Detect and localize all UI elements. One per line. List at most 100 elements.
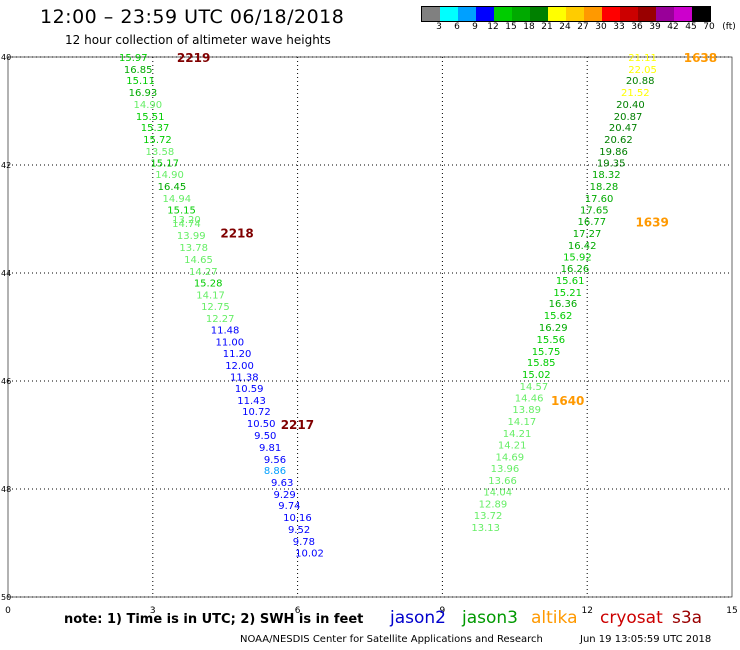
colorbar-cell xyxy=(476,7,494,21)
colorbar-cell xyxy=(494,7,512,21)
wave-height-value: 12.27 xyxy=(206,314,235,325)
wave-height-value: 11.43 xyxy=(237,396,266,407)
wave-height-value: 14.21 xyxy=(498,441,527,452)
wave-height-value: 14.94 xyxy=(162,194,191,205)
colorbar-cell xyxy=(674,7,692,21)
wave-height-value: 16.45 xyxy=(158,182,187,193)
wave-height-value: 14.74 xyxy=(172,219,201,230)
wave-height-value: 9.52 xyxy=(288,525,310,536)
colorbar-cell xyxy=(692,7,710,21)
page-title: 12:00 – 23:59 UTC 06/18/2018 xyxy=(40,6,345,28)
y-tick-label: 42 xyxy=(1,161,11,170)
colorbar-label: 39 xyxy=(649,22,661,32)
wave-height-value: 15.15 xyxy=(167,205,196,216)
wave-height-value: 18.32 xyxy=(592,170,621,181)
colorbar-label: 9 xyxy=(472,22,478,32)
wave-height-value: 10.72 xyxy=(242,407,271,418)
wave-height-value: 10.02 xyxy=(295,549,324,560)
colorbar-label: 12 xyxy=(487,22,499,32)
footnote: note: 1) Time is in UTC; 2) SWH is in fe… xyxy=(64,612,364,627)
wave-height-value: 20.40 xyxy=(616,100,645,111)
x-tick-label: 3 xyxy=(150,606,156,616)
legend-item-altika: altika xyxy=(531,608,578,628)
x-tick-label: 9 xyxy=(440,606,446,616)
x-tick-label: 15 xyxy=(726,606,737,616)
wave-height-value: 14.69 xyxy=(495,453,524,464)
y-tick-label: 40 xyxy=(1,53,11,62)
wave-height-value: 16.77 xyxy=(578,217,607,228)
wave-height-value: 14.17 xyxy=(508,417,537,428)
wave-height-value: 9.63 xyxy=(271,478,293,489)
wave-height-value: 15.56 xyxy=(537,335,566,346)
colorbar-cell xyxy=(458,7,476,21)
wave-height-value: 17.27 xyxy=(573,229,602,240)
wave-height-value: 17.65 xyxy=(580,205,609,216)
wave-height-value: 13.72 xyxy=(474,511,503,522)
wave-height-value: 10.16 xyxy=(283,513,312,524)
wave-height-value: 16.42 xyxy=(568,241,597,252)
colorbar-cell xyxy=(566,7,584,21)
wave-height-value: 15.61 xyxy=(556,276,585,287)
pass-time-label: 1639 xyxy=(635,216,668,230)
wave-height-value: 15.17 xyxy=(150,158,179,169)
wave-height-value: 13.20 xyxy=(172,215,201,226)
colorbar-cell xyxy=(602,7,620,21)
wave-height-value: 13.58 xyxy=(146,147,175,158)
wave-height-value: 15.97 xyxy=(119,53,148,64)
wave-height-value: 9.74 xyxy=(278,501,300,512)
pass-time-label: 2219 xyxy=(177,51,210,65)
wave-height-value: 22.05 xyxy=(628,65,657,76)
x-tick-label: 6 xyxy=(295,606,301,616)
wave-height-value: 8.86 xyxy=(264,466,286,477)
wave-height-value: 12.00 xyxy=(225,361,254,372)
colorbar-label: 27 xyxy=(577,22,589,32)
wave-height-value: 21.11 xyxy=(628,53,657,64)
colorbar-cell xyxy=(530,7,548,21)
wave-height-value: 14.04 xyxy=(483,488,512,499)
colorbar-label: 36 xyxy=(631,22,643,32)
pass-time-label: 1638 xyxy=(684,51,717,65)
wave-height-value: 15.92 xyxy=(563,252,592,263)
wave-height-value: 16.26 xyxy=(561,264,590,275)
pass-time-label: 1640 xyxy=(551,394,584,408)
wave-height-value: 13.66 xyxy=(488,476,517,487)
wave-height-value: 12.75 xyxy=(201,302,230,313)
colorbar-unit: (ft) xyxy=(722,22,736,32)
wave-height-value: 15.72 xyxy=(143,135,172,146)
wave-height-value: 19.35 xyxy=(597,158,626,169)
wave-height-value: 15.11 xyxy=(126,76,155,87)
wave-height-value: 13.78 xyxy=(179,243,208,254)
wave-height-value: 12.89 xyxy=(479,500,508,511)
colorbar-label: 18 xyxy=(523,22,535,32)
colorbar-cell xyxy=(440,7,458,21)
wave-height-value: 15.85 xyxy=(527,358,556,369)
colorbar-label: 3 xyxy=(436,22,442,32)
wave-height-value: 17.60 xyxy=(585,194,614,205)
wave-height-value: 14.90 xyxy=(155,170,184,181)
colorbar-label: 21 xyxy=(541,22,553,32)
wave-height-value: 15.62 xyxy=(544,311,573,322)
wave-height-value: 9.81 xyxy=(259,443,281,454)
wave-height-value: 9.56 xyxy=(264,455,286,466)
wave-height-value: 9.78 xyxy=(293,537,315,548)
colorbar-cell xyxy=(638,7,656,21)
y-tick-label: 46 xyxy=(1,377,11,386)
wave-height-value: 16.29 xyxy=(539,323,568,334)
wave-height-value: 19.86 xyxy=(599,147,628,158)
wave-height-value: 15.75 xyxy=(532,347,561,358)
pass-time-label: 2218 xyxy=(220,227,253,241)
wave-height-value: 14.21 xyxy=(503,429,532,440)
colorbar-label: 15 xyxy=(505,22,517,32)
map-frame xyxy=(7,56,733,598)
wave-height-value: 9.50 xyxy=(254,431,276,442)
colorbar-label: 33 xyxy=(613,22,625,32)
wave-height-value: 11.48 xyxy=(211,326,240,337)
colorbar-cell xyxy=(512,7,530,21)
legend-item-jason3: jason3 xyxy=(462,608,518,628)
wave-height-value: 14.65 xyxy=(184,255,213,266)
pass-time-label: 2217 xyxy=(281,418,314,432)
wave-height-value: 15.28 xyxy=(194,279,223,290)
wave-height-value: 20.62 xyxy=(604,135,633,146)
wave-height-value: 15.51 xyxy=(136,112,165,123)
